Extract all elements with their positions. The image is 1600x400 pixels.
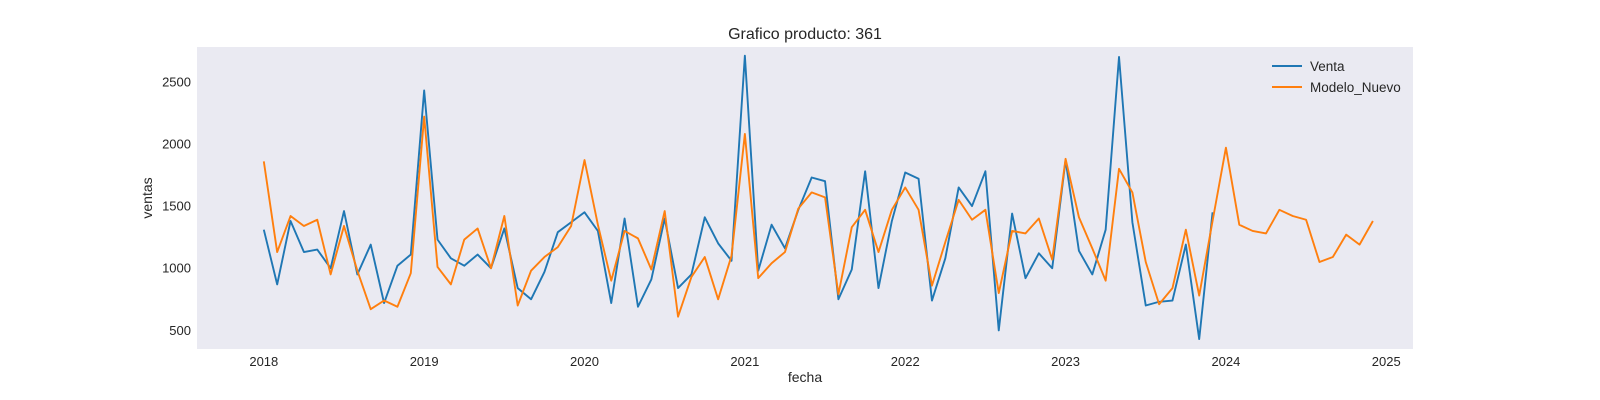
x-tick-label: 2019 — [410, 354, 439, 369]
x-tick-label: 2025 — [1372, 354, 1401, 369]
x-axis-label: fecha — [788, 369, 822, 385]
legend-label-venta: Venta — [1310, 59, 1345, 74]
y-tick-label: 2000 — [162, 136, 191, 151]
legend-label-modelo-nuevo: Modelo_Nuevo — [1310, 80, 1401, 95]
x-tick-label: 2018 — [249, 354, 278, 369]
series-line-venta — [262, 54, 1214, 341]
legend: Venta Modelo_Nuevo — [1272, 59, 1401, 95]
y-tick-label: 2500 — [162, 74, 191, 89]
y-tick-label: 1000 — [162, 261, 191, 276]
y-tick-labels: 500 1000 1500 2000 2500 — [162, 74, 191, 338]
x-tick-label: 2023 — [1051, 354, 1080, 369]
x-tick-labels: 2018 2019 2020 2021 2022 2023 2024 2025 — [249, 354, 1400, 369]
x-tick-label: 2022 — [891, 354, 920, 369]
x-tick-label: 2020 — [570, 354, 599, 369]
x-tick-label: 2021 — [730, 354, 759, 369]
chart-title: Grafico producto: 361 — [728, 26, 882, 43]
y-axis-label: ventas — [139, 177, 155, 218]
series-line-modelo-nuevo — [262, 115, 1374, 318]
y-tick-label: 1500 — [162, 199, 191, 214]
series-layer — [262, 54, 1374, 341]
y-tick-label: 500 — [169, 323, 191, 338]
x-tick-label: 2024 — [1211, 354, 1240, 369]
